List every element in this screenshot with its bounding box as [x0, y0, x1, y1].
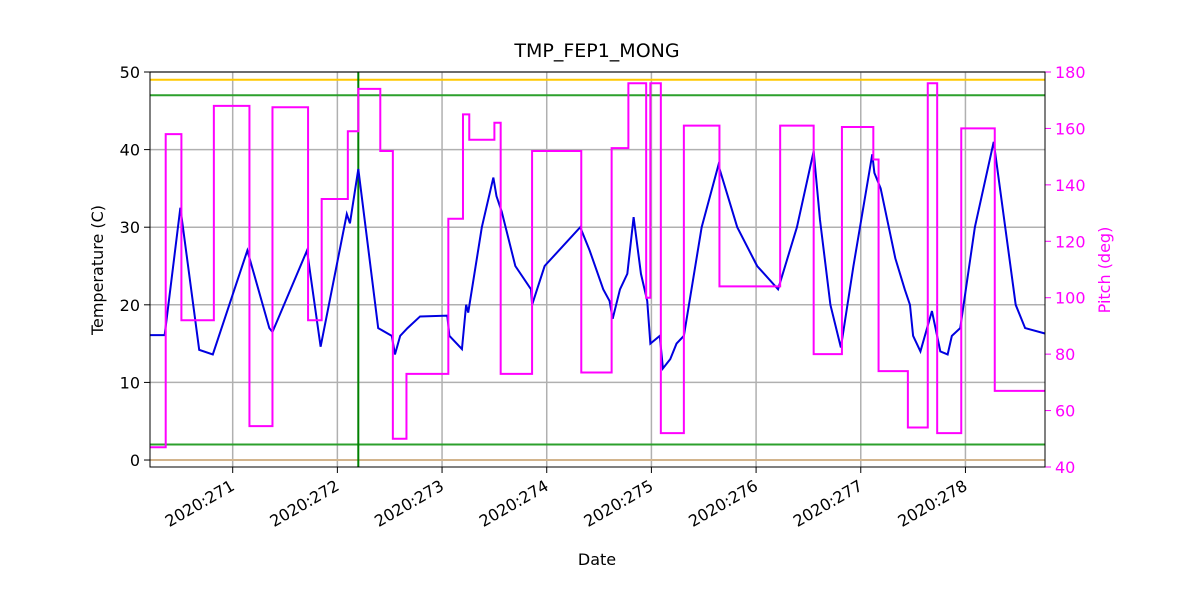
y-tick-label: 50	[120, 63, 140, 82]
y2-tick-label: 180	[1055, 63, 1086, 82]
data-line	[150, 141, 1046, 372]
y2-axis-label: Pitch (deg)	[1095, 227, 1114, 314]
x-tick-label: 2020:273	[371, 476, 447, 531]
x-axis-label: Date	[578, 550, 616, 569]
y2-tick-label: 160	[1055, 119, 1086, 138]
data-line	[150, 82, 1045, 449]
y2-tick-label: 120	[1055, 232, 1086, 251]
chart-title: TMP_FEP1_MONG	[513, 40, 679, 62]
y2-tick-label: 80	[1055, 345, 1075, 364]
y2-tick-label: 140	[1055, 176, 1086, 195]
y-axis-label: Temperature (C)	[88, 205, 107, 336]
x-tick-label: 2020:272	[266, 476, 342, 531]
x-tick-label: 2020:278	[895, 476, 971, 531]
x-tick-label: 2020:274	[476, 476, 552, 531]
y-tick-label: 40	[120, 141, 140, 160]
x-tick-label: 2020:271	[162, 476, 238, 531]
y2-tick-label: 100	[1055, 289, 1086, 308]
y-tick-label: 30	[120, 218, 140, 237]
y-tick-label: 20	[120, 296, 140, 315]
x-tick-label: 2020:277	[790, 476, 866, 531]
y-tick-label: 10	[120, 373, 140, 392]
y2-tick-label: 60	[1055, 402, 1075, 421]
y-tick-label: 0	[130, 451, 140, 470]
y2-tick-label: 40	[1055, 458, 1075, 477]
x-tick-label: 2020:275	[581, 476, 657, 531]
plot-frame	[149, 71, 1046, 468]
x-tick-label: 2020:276	[685, 476, 761, 531]
